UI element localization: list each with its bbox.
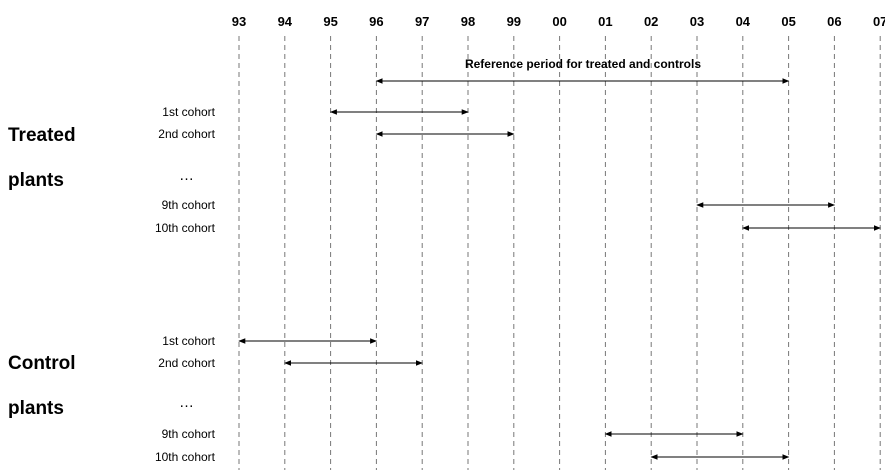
treated-group-label-line2: plants	[8, 170, 64, 191]
cohort-labels: 1st cohort 2nd cohort 9th cohort 10th cohor…	[155, 105, 216, 464]
year-label: 95	[323, 14, 337, 29]
year-label: 00	[552, 14, 566, 29]
treated-cohort-label: 9th cohort	[162, 198, 216, 212]
reference-period-label: Reference period for treated and control…	[465, 57, 701, 71]
year-label: 99	[507, 14, 521, 29]
year-label: 03	[690, 14, 704, 29]
control-cohort-label: 9th cohort	[162, 427, 216, 441]
year-gridlines	[238, 36, 881, 470]
treated-cohort-label: 1st cohort	[162, 105, 215, 119]
treated-cohort-label: 2nd cohort	[158, 127, 215, 141]
control-ellipsis: …	[179, 394, 194, 411]
year-label: 94	[278, 14, 293, 29]
control-cohort-label: 2nd cohort	[158, 356, 215, 370]
year-label: 01	[598, 14, 612, 29]
year-label: 07	[873, 14, 885, 29]
year-axis: 93 94 95 96 97 98 99 00 01 02 03 04 05 06 07	[232, 14, 885, 29]
treated-ellipsis: …	[179, 167, 194, 184]
control-group-label-line2: plants	[8, 398, 64, 419]
control-cohort-label: 10th cohort	[155, 450, 216, 464]
year-label: 96	[369, 14, 383, 29]
year-label: 93	[232, 14, 246, 29]
year-label: 97	[415, 14, 429, 29]
treated-cohort-label: 10th cohort	[155, 221, 216, 235]
control-group-label-line1: Control	[8, 353, 76, 374]
control-cohort-label: 1st cohort	[162, 334, 215, 348]
year-label: 98	[461, 14, 475, 29]
year-label: 02	[644, 14, 658, 29]
year-label: 06	[827, 14, 841, 29]
treated-group-label-line1: Treated	[8, 125, 76, 146]
year-label: 04	[736, 14, 751, 29]
period-arrows	[238, 78, 881, 460]
year-label: 05	[781, 14, 795, 29]
